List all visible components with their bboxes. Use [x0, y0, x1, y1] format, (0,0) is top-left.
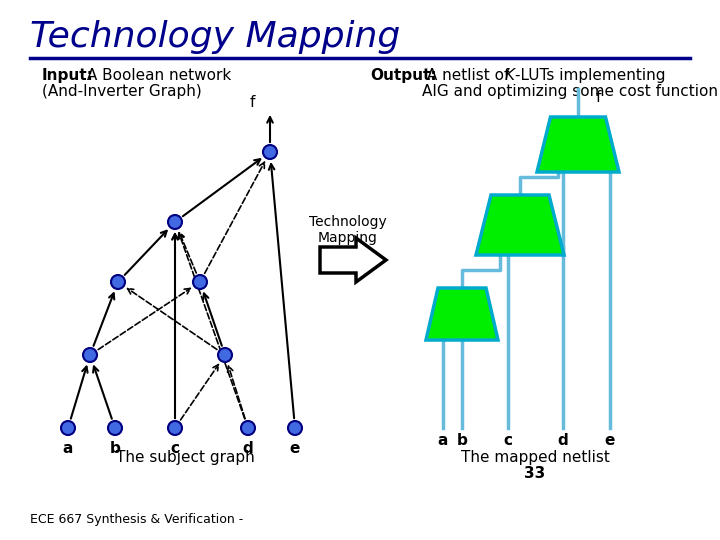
Text: 33: 33 [524, 466, 546, 481]
Text: a: a [63, 441, 73, 456]
Text: (And-Inverter Graph): (And-Inverter Graph) [42, 84, 202, 99]
Polygon shape [426, 288, 498, 340]
Text: AIG and optimizing some cost function: AIG and optimizing some cost function [422, 84, 718, 99]
Text: f: f [249, 95, 255, 110]
Circle shape [61, 421, 75, 435]
Text: The mapped netlist: The mapped netlist [461, 450, 609, 465]
Text: d: d [557, 433, 568, 448]
Circle shape [108, 421, 122, 435]
Circle shape [288, 421, 302, 435]
Text: a: a [438, 433, 448, 448]
Circle shape [168, 421, 182, 435]
Text: d: d [243, 441, 253, 456]
Text: e: e [605, 433, 615, 448]
Text: ECE 667 Synthesis & Verification -: ECE 667 Synthesis & Verification - [30, 513, 243, 526]
Polygon shape [537, 117, 619, 172]
Text: The subject graph: The subject graph [116, 450, 254, 465]
Text: Output:: Output: [370, 68, 436, 83]
Text: K: K [505, 68, 515, 83]
Circle shape [263, 145, 277, 159]
Circle shape [111, 275, 125, 289]
Text: Technology Mapping: Technology Mapping [30, 20, 400, 54]
Text: e: e [290, 441, 300, 456]
Circle shape [241, 421, 255, 435]
Circle shape [193, 275, 207, 289]
Circle shape [218, 348, 232, 362]
Text: Input:: Input: [42, 68, 94, 83]
Circle shape [83, 348, 97, 362]
Polygon shape [476, 195, 564, 255]
Text: b: b [109, 441, 120, 456]
Circle shape [168, 215, 182, 229]
Polygon shape [320, 238, 386, 282]
Text: c: c [171, 441, 179, 456]
Text: -LUTs implementing: -LUTs implementing [515, 68, 665, 83]
Text: c: c [503, 433, 513, 448]
Text: b: b [456, 433, 467, 448]
Text: A netlist of: A netlist of [422, 68, 514, 83]
Text: A Boolean network: A Boolean network [82, 68, 231, 83]
Text: Technology
Mapping: Technology Mapping [309, 215, 387, 245]
Text: f: f [596, 90, 601, 105]
